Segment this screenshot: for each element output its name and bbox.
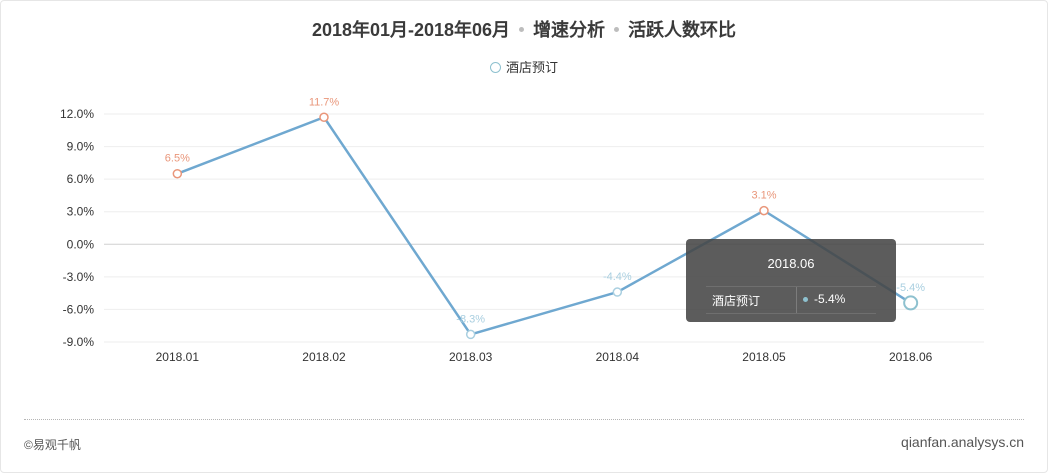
series-points[interactable]	[172, 112, 919, 340]
series-line-path	[176, 116, 912, 336]
series-line	[176, 116, 912, 336]
data-label: 6.5%	[165, 153, 190, 165]
y-tick-label: 3.0%	[67, 205, 95, 219]
tooltip-title: 2018.06	[767, 256, 815, 271]
legend-label[interactable]: 酒店预订	[505, 60, 558, 75]
tooltip-dot-icon	[803, 297, 808, 302]
x-tick-label: 2018.06	[889, 350, 933, 364]
y-tick-label: -3.0%	[63, 270, 95, 284]
tooltip-divider	[796, 287, 797, 313]
x-axis-ticks: 2018.01 2018.02 2018.03 2018.04 2018.05 2018.…	[156, 350, 933, 364]
data-label: -8.3%	[456, 313, 485, 325]
y-tick-label: 9.0%	[67, 140, 95, 154]
data-labels: 6.5% 11.7% -8.3% -4.4% 3.1% -5.4%	[165, 96, 925, 325]
footer-site: qianfan.analysys.cn	[901, 434, 1024, 450]
x-tick-label: 2018.04	[596, 350, 640, 364]
data-point[interactable]	[319, 112, 329, 123]
data-point[interactable]	[903, 295, 919, 311]
y-tick-label: 12.0%	[60, 107, 94, 121]
data-label: -4.4%	[603, 271, 632, 283]
data-label: 3.1%	[751, 190, 776, 202]
legend[interactable]: 酒店预订	[0, 57, 1048, 76]
footer-copyright: ©易观千帆	[24, 438, 81, 452]
footer-divider	[24, 419, 1024, 420]
tooltip-series-name: 酒店预订	[712, 294, 761, 308]
x-tick-label: 2018.01	[156, 350, 200, 364]
chart-title: 2018年01月-2018年06月 增速分析 活跃人数环比	[0, 16, 1048, 42]
y-tick-label: -6.0%	[63, 302, 95, 316]
y-axis-ticks: 12.0% 9.0% 6.0% 3.0% 0.0% -3.0% -6.0% -9.0%	[60, 107, 94, 349]
y-tick-label: 6.0%	[67, 172, 95, 186]
data-point[interactable]	[759, 205, 769, 216]
tooltip: 2018.06 酒店预订 -5.4%	[686, 239, 896, 322]
y-tick-label: -9.0%	[63, 335, 95, 349]
title-period: 2018年01月-2018年06月	[311, 20, 511, 40]
title-active-users-mom: 活跃人数环比	[628, 20, 737, 40]
y-tick-label: 0.0%	[67, 237, 95, 251]
data-point[interactable]	[465, 329, 476, 340]
data-point[interactable]	[172, 168, 183, 179]
data-label: -5.4%	[896, 282, 925, 294]
title-growth-analysis: 增速分析	[533, 20, 606, 40]
grid-lines	[104, 113, 984, 343]
title-separator-dot	[614, 26, 620, 32]
x-tick-label: 2018.03	[449, 350, 493, 364]
x-tick-label: 2018.05	[742, 350, 786, 364]
title-separator-dot	[519, 26, 525, 32]
data-point[interactable]	[612, 287, 623, 297]
legend-marker-icon	[489, 62, 501, 74]
tooltip-row: 酒店预订 -5.4%	[706, 286, 876, 314]
tooltip-value: -5.4%	[814, 292, 846, 306]
x-tick-label: 2018.02	[302, 350, 346, 364]
data-label: 11.7%	[309, 96, 340, 108]
